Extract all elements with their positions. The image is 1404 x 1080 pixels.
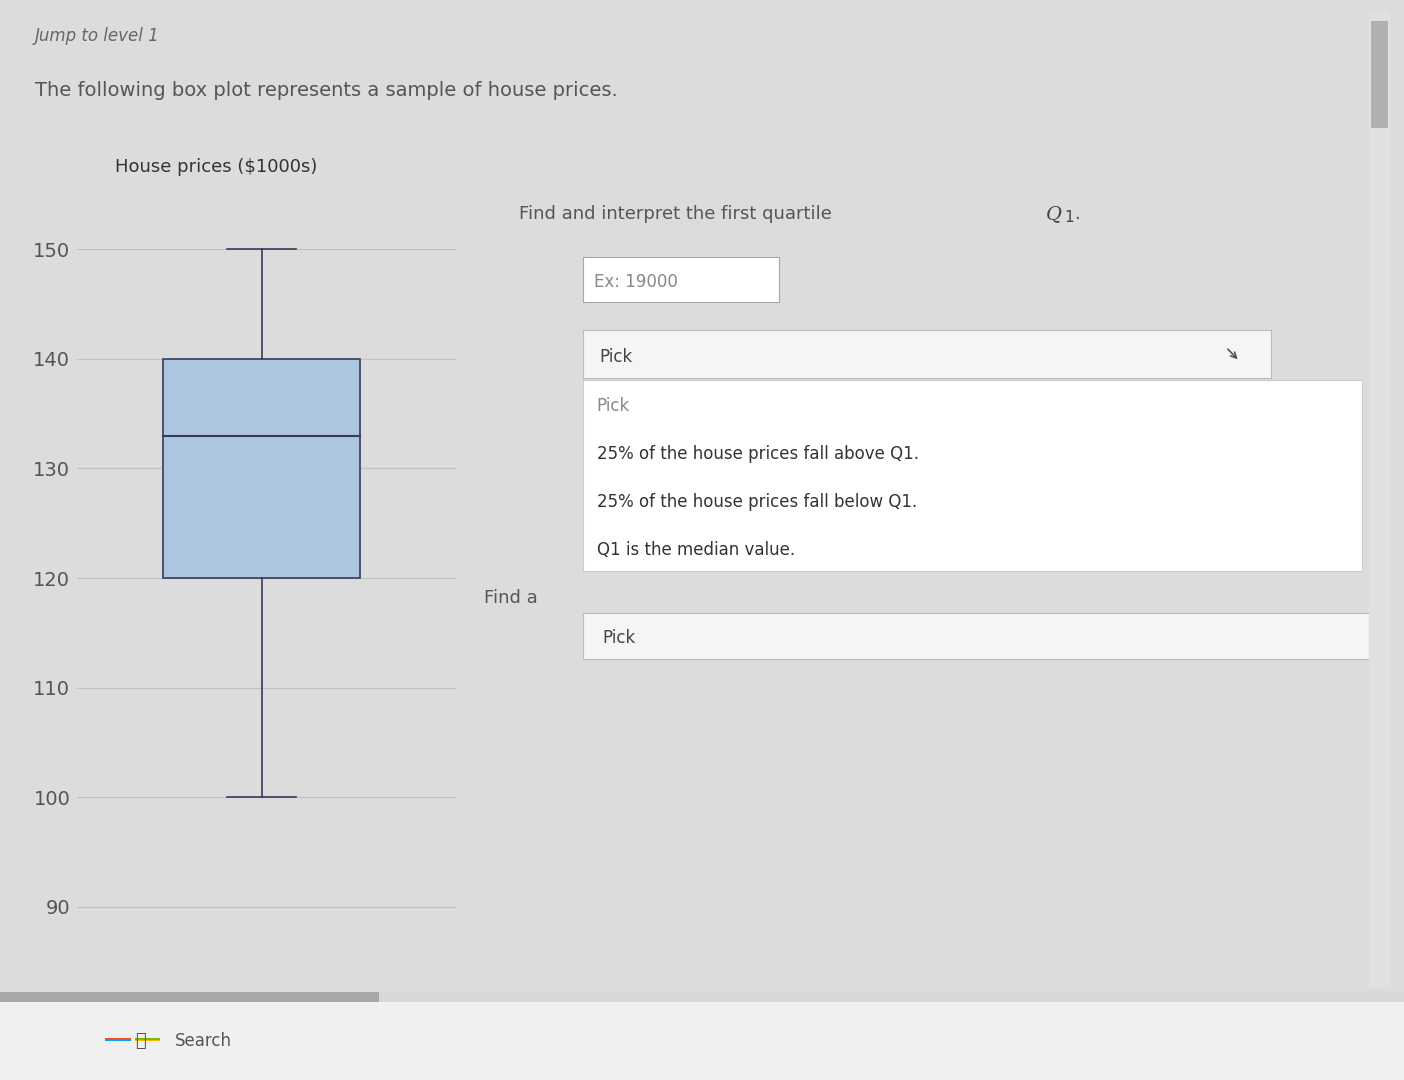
Text: 25% of the house prices fall above Q1.: 25% of the house prices fall above Q1. [597,445,918,463]
Text: 🔍: 🔍 [135,1032,146,1050]
Text: 1: 1 [1064,210,1074,225]
Text: Ex: 19000: Ex: 19000 [594,273,678,291]
Bar [0,991,379,1002]
Text: Pick: Pick [602,630,636,647]
Text: Jump to level 1: Jump to level 1 [35,27,160,45]
Text: Search: Search [176,1032,232,1050]
Text: .: . [1074,205,1080,224]
Text: Pick: Pick [600,348,633,366]
Bar [105,1038,131,1040]
Text: 25% of the house prices fall below Q1.: 25% of the house prices fall below Q1. [597,494,917,511]
Bar [105,1040,131,1041]
Bar [163,359,359,578]
Text: Q1 is the median value.: Q1 is the median value. [597,541,795,558]
Text: Find and interpret the first quartile: Find and interpret the first quartile [519,205,838,224]
Text: The following box plot represents a sample of house prices.: The following box plot represents a samp… [35,81,618,100]
Bar [135,1040,160,1041]
Text: House prices ($1000s): House prices ($1000s) [115,159,317,176]
Text: Q: Q [1046,205,1061,224]
Bar [1370,21,1387,129]
Text: Find a: Find a [484,589,538,607]
Bar [135,1038,160,1040]
Text: Pick: Pick [597,397,630,416]
